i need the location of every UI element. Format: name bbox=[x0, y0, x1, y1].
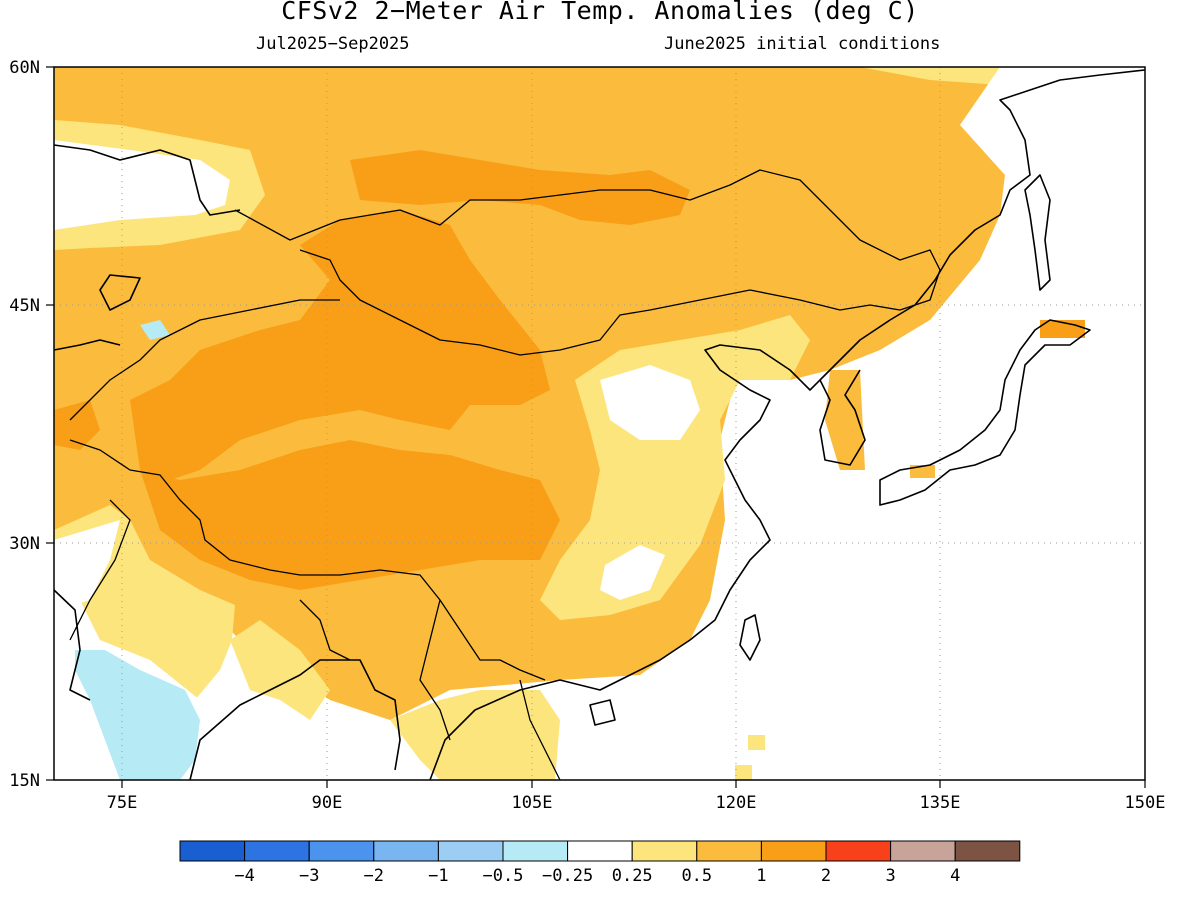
japan bbox=[879, 319, 1091, 506]
colorbar-label: −1 bbox=[428, 866, 448, 886]
initial-conditions: June2025 initial conditions bbox=[664, 34, 941, 54]
lon-label: 120E bbox=[716, 793, 757, 813]
colorbar-swatch bbox=[825, 840, 892, 862]
lat-label: 45N bbox=[9, 296, 40, 316]
anomaly-region-neutral bbox=[680, 300, 1145, 780]
colorbar-swatch bbox=[954, 840, 1021, 862]
colorbar-swatch bbox=[179, 840, 246, 862]
anomaly-region-0.5-1 bbox=[910, 465, 935, 478]
anomaly-region-neutral bbox=[960, 67, 1145, 300]
colorbar-swatch bbox=[631, 840, 698, 862]
colorbar-swatch bbox=[567, 840, 633, 862]
anomaly-region-neutral bbox=[600, 545, 665, 600]
anomaly-region-1-2 bbox=[130, 210, 550, 480]
colorbar-label: −2 bbox=[364, 866, 384, 886]
colorbar-swatch bbox=[760, 840, 827, 862]
country-borders bbox=[69, 169, 941, 781]
colorbar-label: 3 bbox=[885, 866, 895, 886]
axis-ticks bbox=[46, 66, 1146, 788]
colorbar-label: 0.25 bbox=[612, 866, 653, 886]
colorbar-swatch bbox=[244, 840, 310, 862]
anomaly-region-neutral bbox=[600, 365, 700, 440]
anomaly-region-0.25-0.5 bbox=[230, 620, 330, 720]
lon-label: 105E bbox=[512, 793, 553, 813]
lon-label: 135E bbox=[920, 793, 961, 813]
taiwan bbox=[739, 614, 761, 661]
anomaly-region-1-2 bbox=[54, 400, 100, 450]
lon-label: 75E bbox=[107, 793, 138, 813]
colorbar-label: −3 bbox=[299, 866, 319, 886]
anomaly-region-neg0.5-neg0.25 bbox=[140, 320, 170, 340]
colorbar-swatch bbox=[890, 840, 956, 862]
lon-label: 90E bbox=[312, 793, 343, 813]
map-graticule bbox=[54, 67, 1145, 780]
map-title: CFSv2 2−Meter Air Temp. Anomalies (deg C… bbox=[281, 0, 919, 25]
anomaly-region-0.5-1 bbox=[825, 370, 865, 470]
colorbar-swatch bbox=[437, 840, 504, 862]
hainan bbox=[589, 699, 616, 726]
colorbar-label: −0.25 bbox=[542, 866, 593, 886]
anomaly-region-neg0.5-neg0.25 bbox=[75, 650, 200, 780]
korean-peninsula bbox=[819, 369, 866, 466]
lon-label: 150E bbox=[1125, 793, 1166, 813]
anomaly-region-1-2 bbox=[350, 150, 690, 225]
anomaly-fields bbox=[54, 67, 1145, 780]
map-frame bbox=[53, 66, 1146, 781]
anomaly-region-0.25-0.5 bbox=[748, 735, 765, 750]
anomaly-region-1-2 bbox=[140, 440, 560, 590]
lat-label: 60N bbox=[9, 58, 40, 78]
colorbar-label: 4 bbox=[950, 866, 960, 886]
colorbar-label: −4 bbox=[234, 866, 254, 886]
colorbar-swatch bbox=[696, 840, 762, 862]
coastline-east-asia bbox=[53, 69, 1146, 781]
caspian-aral-coast bbox=[53, 144, 241, 351]
coastlines-and-borders bbox=[53, 69, 1146, 781]
colorbar-swatch bbox=[502, 840, 569, 862]
colorbar-label: 0.5 bbox=[681, 866, 712, 886]
anomaly-region-neutral bbox=[54, 140, 230, 230]
colorbar-label: 2 bbox=[821, 866, 831, 886]
forecast-period: Jul2025−Sep2025 bbox=[256, 34, 410, 54]
colorbar-label: 1 bbox=[756, 866, 766, 886]
anomaly-region-0.25-0.5 bbox=[390, 690, 560, 780]
colorbar-label: −0.5 bbox=[483, 866, 524, 886]
sakhalin bbox=[1024, 174, 1051, 291]
colorbar-swatch bbox=[308, 840, 375, 862]
colorbar: −4 −3 −2 −1 −0.5 −0.25 0.25 0.5 1 2 3 4 bbox=[179, 840, 1021, 886]
lat-label: 30N bbox=[9, 534, 40, 554]
anomaly-region-0.25-0.5 bbox=[735, 765, 752, 780]
anomaly-region-0.25-0.5 bbox=[860, 67, 1020, 85]
lat-label: 15N bbox=[9, 771, 40, 791]
colorbar-swatch bbox=[373, 840, 439, 862]
anomaly-region-neutral bbox=[54, 520, 120, 610]
